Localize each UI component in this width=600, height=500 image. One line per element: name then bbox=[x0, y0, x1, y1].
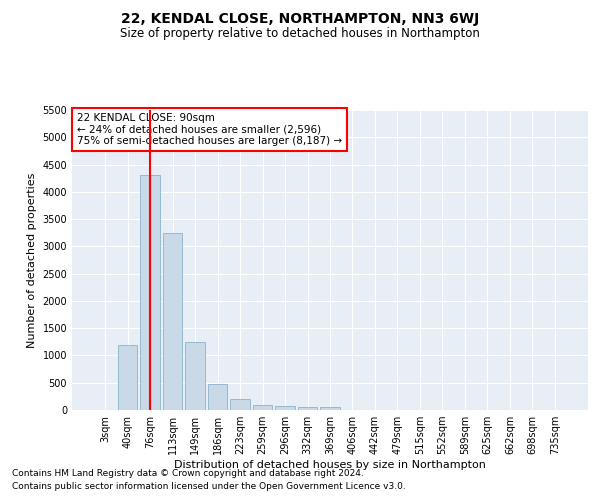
X-axis label: Distribution of detached houses by size in Northampton: Distribution of detached houses by size … bbox=[174, 460, 486, 470]
Bar bbox=[140, 176, 160, 410]
Bar bbox=[118, 344, 137, 410]
Text: Contains public sector information licensed under the Open Government Licence v3: Contains public sector information licen… bbox=[12, 482, 406, 491]
Bar bbox=[208, 384, 227, 410]
Bar bbox=[163, 232, 182, 410]
Bar bbox=[320, 408, 340, 410]
Text: 22 KENDAL CLOSE: 90sqm
← 24% of detached houses are smaller (2,596)
75% of semi-: 22 KENDAL CLOSE: 90sqm ← 24% of detached… bbox=[77, 113, 342, 146]
Bar bbox=[253, 404, 272, 410]
Y-axis label: Number of detached properties: Number of detached properties bbox=[27, 172, 37, 348]
Text: Contains HM Land Registry data © Crown copyright and database right 2024.: Contains HM Land Registry data © Crown c… bbox=[12, 468, 364, 477]
Bar bbox=[275, 406, 295, 410]
Text: 22, KENDAL CLOSE, NORTHAMPTON, NN3 6WJ: 22, KENDAL CLOSE, NORTHAMPTON, NN3 6WJ bbox=[121, 12, 479, 26]
Bar bbox=[298, 408, 317, 410]
Bar bbox=[230, 399, 250, 410]
Text: Size of property relative to detached houses in Northampton: Size of property relative to detached ho… bbox=[120, 28, 480, 40]
Bar bbox=[185, 342, 205, 410]
